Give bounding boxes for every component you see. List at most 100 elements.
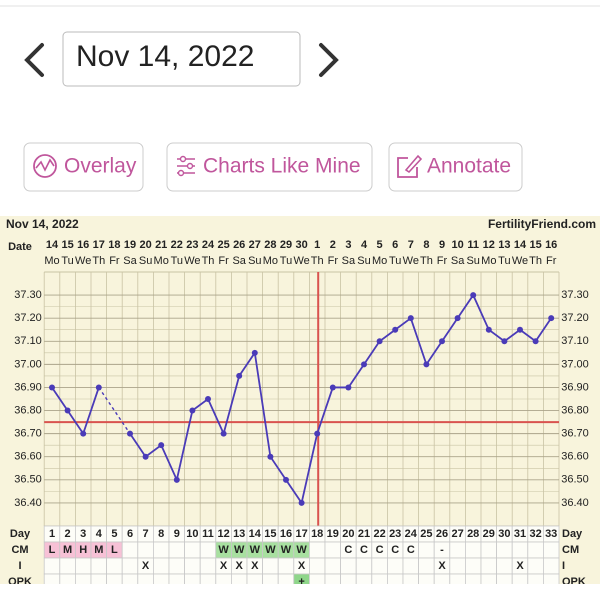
y-tick-label: 36.60 [14, 451, 42, 463]
cell [137, 573, 154, 589]
date-label: 21 [155, 239, 167, 251]
icon [186, 162, 194, 170]
icon [404, 154, 423, 174]
cell [106, 573, 123, 589]
temperature-point [345, 384, 352, 391]
cell [480, 541, 498, 559]
cell [308, 573, 326, 589]
cell [59, 557, 76, 575]
cell [527, 541, 544, 559]
temperature-point [80, 430, 87, 437]
cell [75, 557, 92, 575]
button-frame [23, 142, 144, 192]
temperature-point [314, 430, 321, 437]
cell-text: 14 [249, 528, 262, 540]
cell [480, 557, 498, 575]
overlay-button[interactable]: Overlay [23, 142, 144, 192]
date-label: 16 [545, 239, 557, 251]
cell-text: 10 [186, 528, 198, 540]
icon [177, 169, 185, 177]
date-label: 9 [439, 239, 445, 251]
cell [121, 557, 139, 575]
weekday-label: We [403, 255, 419, 267]
cell [527, 557, 544, 575]
cell-text: 24 [405, 528, 418, 540]
cell-text: 8 [158, 528, 164, 540]
cell [464, 541, 482, 559]
charts-like-mine-button[interactable]: Charts Like Mine [166, 142, 373, 192]
prev-arrow[interactable] [24, 43, 44, 77]
y-tick-label: 37.10 [14, 335, 42, 347]
date-label: 23 [186, 239, 198, 251]
cell [371, 557, 388, 575]
cell [308, 541, 326, 559]
cell [402, 557, 420, 575]
cell [168, 541, 186, 559]
temperature-point [142, 453, 149, 460]
cell-text: X [236, 560, 244, 572]
temperature-point [407, 315, 414, 322]
cell-text: 20 [342, 528, 354, 540]
weekday-label: Tu [498, 255, 510, 267]
temperature-point [95, 384, 102, 391]
weekday-label: Fr [437, 255, 448, 267]
cell [418, 573, 435, 589]
button-frame [388, 142, 523, 192]
y-tick-label: 36.80 [14, 404, 42, 416]
cell [59, 573, 76, 589]
cell-text: 18 [311, 528, 323, 540]
temperature-line [51, 386, 100, 436]
weekday-label: Tu [280, 255, 292, 267]
cell-text: 12 [217, 528, 229, 540]
date-label: 11 [467, 239, 479, 251]
cell [184, 541, 201, 559]
temperature-point [158, 442, 165, 449]
cell-text: 29 [483, 528, 495, 540]
y-tick-label: 36.80 [561, 404, 589, 416]
cell-text: C [344, 544, 352, 556]
cell-text: 33 [545, 528, 557, 540]
y-tick-label: 36.70 [561, 428, 589, 440]
cell [277, 557, 295, 575]
date-label: 30 [295, 239, 307, 251]
cell-text: 4 [96, 528, 103, 540]
temperature-point [236, 372, 243, 379]
y-tick-label: 37.20 [14, 312, 42, 324]
date-box[interactable] [62, 31, 301, 87]
next-arrow[interactable] [319, 43, 339, 77]
y-tick-label: 37.00 [561, 358, 589, 370]
date-label: 27 [249, 239, 261, 251]
icon [33, 154, 57, 178]
chart-background [0, 216, 600, 584]
temperature-point [127, 430, 133, 437]
cell [340, 557, 357, 575]
cell [43, 573, 61, 589]
weekday-label: Th [529, 255, 542, 267]
cell-text: L [111, 544, 118, 556]
y-tick-label: 37.30 [561, 289, 589, 301]
weekday-label: Fr [328, 255, 339, 267]
cell-text: 30 [498, 528, 510, 540]
date-label: 16 [77, 239, 89, 251]
weekday-label: Su [139, 255, 152, 267]
cell-text: M [94, 544, 103, 556]
weekday-label: Mo [263, 255, 278, 267]
cell-text: 1 [49, 528, 55, 540]
weekday-label: We [75, 255, 91, 267]
date-label: 14 [46, 239, 59, 251]
date-label: 13 [498, 239, 510, 251]
date-label: 17 [93, 239, 105, 251]
cell [355, 573, 373, 589]
date-label: 8 [423, 239, 429, 251]
cell-text: X [142, 560, 150, 572]
cell-text: 7 [143, 528, 149, 540]
weekday-label: Su [466, 255, 479, 267]
weekday-label: Tu [171, 255, 183, 267]
row-label: CM [562, 544, 579, 556]
weekday-label: Sa [451, 255, 465, 267]
annotate-button[interactable]: Annotate [388, 142, 523, 192]
cell-text: 6 [127, 528, 133, 540]
cell-text: 3 [80, 528, 86, 540]
row-label: I [18, 560, 21, 572]
